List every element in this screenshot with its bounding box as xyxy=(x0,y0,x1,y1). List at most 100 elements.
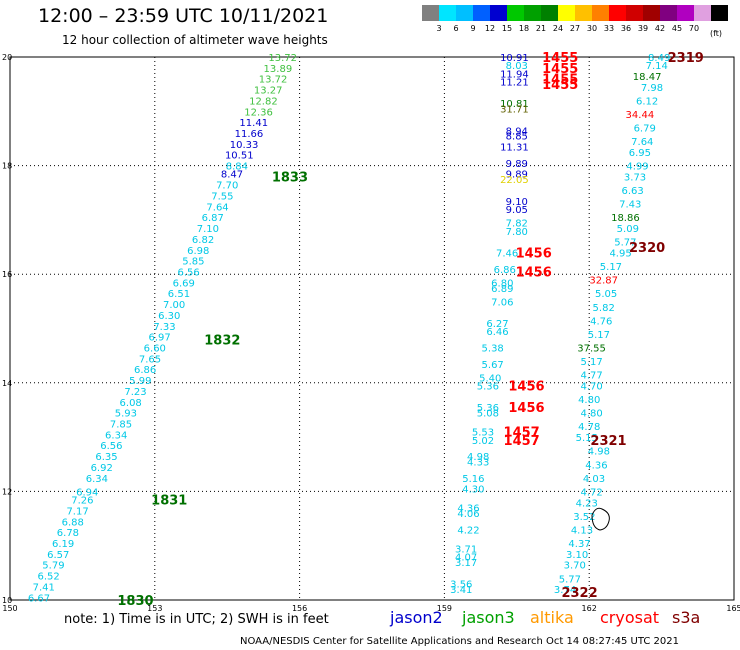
colorbar-swatch xyxy=(626,5,643,21)
wave-height-label: 6.82 xyxy=(192,235,214,246)
wave-height-label: 7.41 xyxy=(33,582,55,593)
wave-height-label: 31.71 xyxy=(500,105,529,116)
latitude-tick-label: 14 xyxy=(2,379,12,388)
wave-height-label: 5.16 xyxy=(462,474,484,485)
colorbar-tick-label: 39 xyxy=(637,24,649,33)
wave-height-label: 7.64 xyxy=(206,202,228,213)
wave-height-label: 5.99 xyxy=(129,376,151,387)
wave-height-label: 5.17 xyxy=(600,262,622,273)
wave-height-label: 9.05 xyxy=(506,205,528,216)
colorbar-tick-label: 70 xyxy=(688,24,700,33)
wave-height-label: 6.88 xyxy=(62,517,84,528)
wave-height-label: 11.66 xyxy=(235,129,264,140)
wave-height-label: 6.98 xyxy=(187,246,209,257)
wave-height-label: 10.33 xyxy=(230,140,259,151)
colorbar-swatch xyxy=(660,5,677,21)
colorbar-swatch xyxy=(422,5,439,21)
wave-height-label: 11.31 xyxy=(500,143,529,154)
pass-time-label: 1832 xyxy=(204,333,240,348)
wave-height-label: 6.89 xyxy=(491,284,513,295)
wave-height-label: 4.70 xyxy=(580,382,602,393)
wave-height-label: 6.52 xyxy=(37,572,59,583)
pass-time-label: 1455 xyxy=(542,51,578,66)
wave-height-label: 7.06 xyxy=(491,297,513,308)
legend-jason3: jason3 xyxy=(462,608,515,627)
wave-height-label: 32.87 xyxy=(589,276,618,287)
wave-height-label: 5.02 xyxy=(472,436,494,447)
pass-time-label: 2320 xyxy=(629,241,665,256)
wave-height-label: 12.82 xyxy=(249,96,278,107)
wave-height-label: 7.46 xyxy=(496,248,518,259)
longitude-tick-label: 162 xyxy=(582,604,597,613)
wave-height-label: 11.94 xyxy=(500,69,529,80)
wave-height-label: 8.47 xyxy=(221,170,243,181)
pass-time-label: 1455 xyxy=(542,62,578,77)
longitude-tick-label: 159 xyxy=(437,604,452,613)
wave-height-label: 9.89 xyxy=(506,159,528,170)
wave-height-label: 18.47 xyxy=(633,72,662,83)
wave-height-label: 13.72 xyxy=(268,53,297,64)
wave-height-label: 6.87 xyxy=(202,213,224,224)
colorbar-tick-label: 33 xyxy=(603,24,615,33)
wave-height-label: 6.34 xyxy=(86,474,108,485)
wave-height-label: 5.53 xyxy=(472,428,494,439)
wave-height-label: 5.15 xyxy=(576,433,598,444)
wave-height-label: 9.10 xyxy=(506,197,528,208)
colorbar-swatch xyxy=(677,5,694,21)
colorbar-tick-label: 15 xyxy=(501,24,513,33)
wave-height-label: 4.80 xyxy=(578,395,600,406)
colorbar-tick-label: 45 xyxy=(671,24,683,33)
colorbar-tick-label: 9 xyxy=(470,24,476,33)
wave-height-label: 6.69 xyxy=(173,278,195,289)
wave-height-label: 5.38 xyxy=(482,344,504,355)
wave-height-label: 5.85 xyxy=(182,257,204,268)
colorbar-swatch xyxy=(541,5,558,21)
wave-height-label: 4.78 xyxy=(578,422,600,433)
colorbar-swatch xyxy=(609,5,626,21)
wave-height-label: 4.98 xyxy=(467,452,489,463)
wave-height-label: 4.98 xyxy=(588,447,610,458)
wave-height-label: 6.63 xyxy=(622,186,644,197)
wave-height-label: 5.17 xyxy=(588,330,610,341)
latitude-tick-label: 20 xyxy=(2,53,12,62)
footnote: note: 1) Time is in UTC; 2) SWH is in fe… xyxy=(64,612,329,627)
legend-cryosat: cryosat xyxy=(600,608,660,627)
wave-height-label: 13.27 xyxy=(254,86,283,97)
wave-height-label: 4.36 xyxy=(457,504,479,515)
wave-height-label: 8.03 xyxy=(506,61,528,72)
wave-height-label: 4.33 xyxy=(467,458,489,469)
pass-time-label: 1456 xyxy=(508,401,544,416)
wave-height-label: 7.65 xyxy=(139,354,161,365)
wave-height-label: 37.55 xyxy=(577,344,606,355)
wave-height-label: 11.21 xyxy=(500,77,529,88)
wave-height-label: 4.37 xyxy=(568,539,590,550)
colorbar-tick-label: 3 xyxy=(436,24,442,33)
wave-height-label: 6.19 xyxy=(52,539,74,550)
wave-height-label: 4.80 xyxy=(580,409,602,420)
wave-height-label: 8.49 xyxy=(648,53,670,64)
wave-height-label: 11.41 xyxy=(239,118,268,129)
colorbar-tick-label: 30 xyxy=(586,24,598,33)
wave-height-label: 7.98 xyxy=(641,83,663,94)
wave-height-label: 6.51 xyxy=(168,289,190,300)
wave-height-label: 4.23 xyxy=(576,498,598,509)
wave-height-label: 3.52 xyxy=(573,512,595,523)
wave-height-label: 7.64 xyxy=(631,137,653,148)
latitude-tick-label: 10 xyxy=(2,596,12,605)
wave-height-label: 7.17 xyxy=(66,506,88,517)
wave-height-label: 6.97 xyxy=(148,333,170,344)
pass-time-label: 1457 xyxy=(504,426,540,441)
wave-height-label: 6.95 xyxy=(629,148,651,159)
longitude-tick-label: 156 xyxy=(292,604,307,613)
wave-height-label: 13.72 xyxy=(259,75,288,86)
legend-s3a: s3a xyxy=(672,608,701,627)
wave-height-label: 4.99 xyxy=(626,162,648,173)
wave-height-label: 7.23 xyxy=(124,387,146,398)
wave-height-label: 6.08 xyxy=(120,398,142,409)
colorbar-swatch xyxy=(524,5,541,21)
wave-height-label: 6.80 xyxy=(491,278,513,289)
wave-height-label: 6.78 xyxy=(57,528,79,539)
wave-height-label: 4.36 xyxy=(585,460,607,471)
wave-height-label: 6.56 xyxy=(100,441,122,452)
